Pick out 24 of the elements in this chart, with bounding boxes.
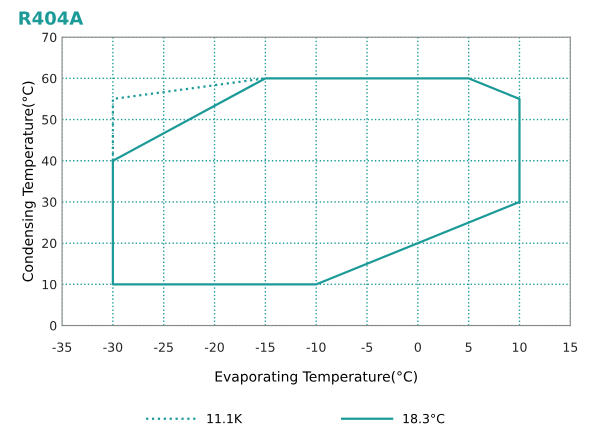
x-tick-label: -10 [306, 342, 326, 352]
x-tick-label: 10 [512, 342, 527, 352]
chart-title: R404A [19, 11, 84, 25]
y-tick-label: 40 [42, 156, 56, 166]
y-tick-label: 30 [42, 197, 56, 207]
y-tick-label: 10 [42, 280, 56, 290]
x-tick-label: 15 [564, 342, 578, 352]
x-tick-label: 0 [414, 342, 421, 352]
y-tick-label: 50 [42, 115, 56, 124]
x-axis-title: Evaporating Temperature(°C) [216, 370, 417, 384]
x-tick-label: 5 [466, 342, 472, 352]
x-tick-label: -15 [256, 342, 274, 352]
y-axis-title: Condensing Temperature(°C) [22, 82, 36, 282]
x-tick-label: -35 [52, 342, 72, 352]
x-tick-label: -25 [154, 342, 173, 352]
legend-label: 11.1K [207, 414, 242, 424]
legend-label: 18.3°C [403, 414, 444, 424]
y-tick-label: 20 [42, 238, 56, 248]
x-tick-label: -5 [361, 342, 372, 352]
y-tick-label: 70 [42, 32, 56, 42]
y-tick-label: 0 [50, 321, 56, 330]
x-tick-label: -30 [103, 342, 122, 352]
y-tick-label: 60 [42, 74, 56, 84]
x-tick-label: -20 [204, 342, 224, 352]
